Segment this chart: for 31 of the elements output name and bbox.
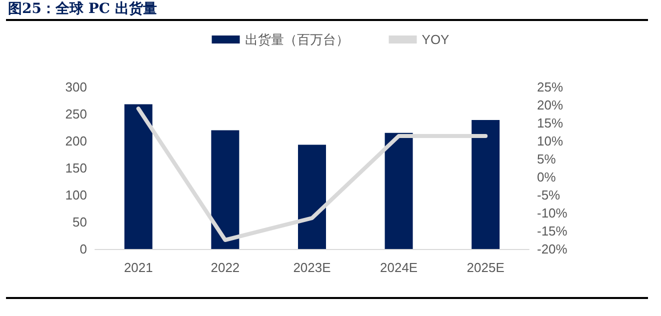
y-tick-label: 200 [65, 134, 87, 148]
y2-tick-label: 25% [537, 80, 564, 94]
y-tick-label: 300 [65, 80, 87, 94]
y2-tick-label: 20% [537, 98, 564, 112]
line-series [136, 106, 488, 242]
bar [211, 130, 240, 249]
y-tick-label: 50 [72, 214, 87, 230]
x-tick-label: 2025E [466, 260, 505, 275]
bar [124, 104, 152, 249]
x-tick-label: 2023E [293, 260, 332, 275]
x-tick-label: 2021 [124, 260, 153, 275]
bar [298, 144, 326, 249]
legend-label: YOY [422, 32, 450, 47]
y2-tick-label: 0% [537, 170, 556, 184]
bar [384, 132, 413, 249]
y2-tick-label: -20% [537, 242, 568, 256]
chart-title: 图25：全球 PC 出货量 [8, 0, 157, 18]
y2-tick-label: 10% [537, 134, 564, 148]
y2-tick-label: -10% [537, 206, 568, 220]
legend-label: 出货量（百万台） [244, 32, 349, 47]
y2-tick-label: 5% [537, 152, 556, 166]
x-tick-label: 2024E [380, 260, 418, 275]
y2-tick-label: -5% [537, 188, 561, 202]
y2-tick-label: 15% [537, 116, 564, 130]
y-tick-label: 0 [80, 242, 87, 256]
y2-tick-label: -15% [537, 224, 568, 238]
bar [472, 120, 500, 249]
y-tick-label: 100 [65, 188, 87, 202]
y-tick-label: 250 [65, 106, 87, 122]
y-tick-label: 150 [65, 160, 87, 176]
x-tick-label: 2022 [210, 260, 240, 275]
